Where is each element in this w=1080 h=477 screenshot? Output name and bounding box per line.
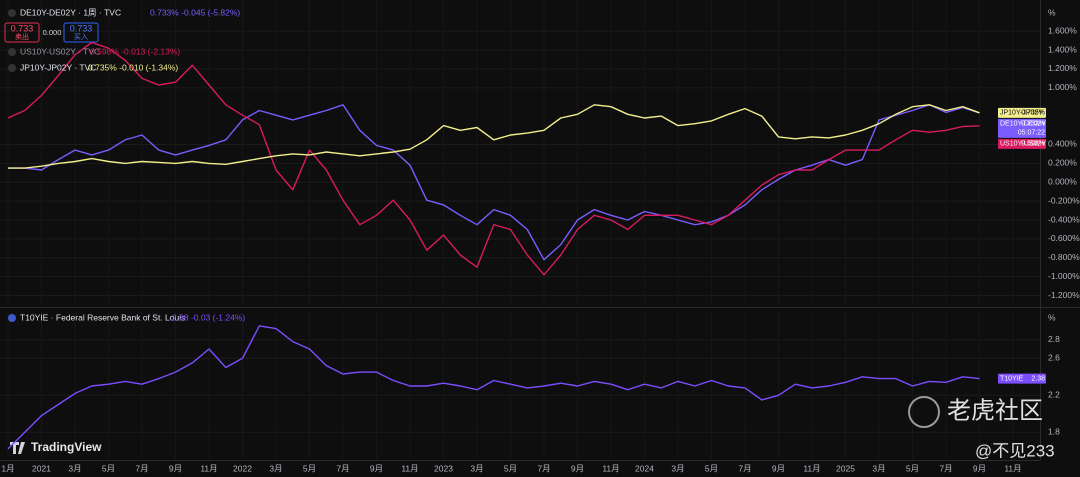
price-tag-name: T10YIE (1000, 375, 1024, 382)
price-tag-value: 0.733% (1021, 121, 1045, 128)
y-tick-label: -0.400% (1048, 214, 1080, 224)
price-tag (998, 107, 1046, 118)
unit: % (1048, 312, 1056, 322)
x-tick-label: 2022 (233, 463, 252, 473)
series-line (8, 104, 980, 261)
x-tick-label: 1月 (1, 463, 14, 473)
x-tick-label: 5月 (102, 463, 115, 473)
price-tag (998, 373, 1046, 384)
sell-label[interactable]: 卖出 (15, 32, 29, 41)
spread: 0.000 (43, 28, 62, 37)
x-tick-label: 9月 (370, 463, 383, 473)
price-tag-name: DE10Y-DE02Y (1000, 121, 1046, 128)
x-tick-label: 2025 (836, 463, 855, 473)
brand: TradingView (31, 440, 102, 454)
y-tick-label: 2.8 (1048, 334, 1060, 344)
y-tick-label: 0.200% (1048, 158, 1077, 168)
legend-label: DE10Y-DE02Y · 1周 · TVC (20, 7, 121, 17)
flag-icon (8, 314, 16, 322)
y-tick-label: -0.200% (1048, 195, 1080, 205)
x-tick-label: 2024 (635, 463, 654, 473)
series-line (8, 104, 980, 169)
x-tick-label: 11月 (803, 463, 820, 473)
buy-button[interactable] (63, 22, 99, 43)
legend-quote: 0.733% -0.045 (-5.82%) (150, 7, 240, 17)
x-tick-label: 11月 (1004, 463, 1021, 473)
legend-label: JP10Y-JP02Y · TVC (20, 62, 96, 72)
y-tick-label: -1.000% (1048, 271, 1080, 281)
legend-quote: 0.735% -0.010 (-1.34%) (88, 62, 178, 72)
y-tick-label: -0.600% (1048, 233, 1080, 243)
symbol-icon (8, 48, 16, 56)
brand-logo (10, 442, 25, 454)
legend-label: T10YIE · Federal Reserve Bank of St. Lou… (20, 312, 185, 322)
price-tag-value: 2.38 (1031, 375, 1045, 382)
series-line (7, 325, 980, 450)
x-tick-label: 2023 (434, 463, 453, 473)
y-tick-label: 1.8 (1048, 427, 1060, 437)
x-tick-label: 7月 (738, 463, 751, 473)
y-tick-label: -1.200% (1048, 290, 1080, 300)
y-tick-label: 0.400% (1048, 139, 1077, 149)
price-tag-value: 0.735% (1021, 110, 1045, 117)
legend-label: US10Y-US02Y · TVC (20, 46, 100, 56)
x-tick-label: 11月 (401, 463, 418, 473)
x-tick-label: 3月 (872, 463, 885, 473)
y-tick-label: 2.6 (1048, 353, 1060, 363)
x-tick-label: 5月 (906, 463, 919, 473)
x-tick-label: 9月 (571, 463, 584, 473)
x-tick-label: 3月 (671, 463, 684, 473)
price-tag-name: JP10Y-JP02Y (1000, 110, 1043, 117)
symbol-icon (8, 64, 16, 72)
y-tick-label: 1.200% (1048, 63, 1077, 73)
price-tag-value: 0.598% (1021, 141, 1045, 148)
legend-quote: 2.38 -0.03 (-1.24%) (172, 312, 245, 322)
x-tick-label: 5月 (705, 463, 718, 473)
x-tick-label: 7月 (939, 463, 952, 473)
watermark-logo (908, 396, 940, 428)
legend-quote: 0.598% -0.013 (-2.13%) (90, 46, 180, 56)
x-tick-label: 11月 (200, 463, 217, 473)
x-tick-label: 3月 (269, 463, 282, 473)
x-tick-label: 7月 (336, 463, 349, 473)
sell-button[interactable] (4, 22, 40, 43)
y-tick-label: 2.2 (1048, 390, 1060, 400)
y-tick-label: 0.000% (1048, 176, 1077, 186)
x-tick-label: 5月 (303, 463, 316, 473)
x-tick-label: 11月 (602, 463, 619, 473)
series-line (7, 41, 980, 276)
y-tick-label: 1.600% (1048, 25, 1077, 35)
y-tick-label: -0.800% (1048, 252, 1080, 262)
price-tag (998, 118, 1046, 138)
unit: % (1048, 7, 1056, 17)
y-tick-label: 1.000% (1048, 82, 1077, 92)
x-tick-label: 3月 (68, 463, 81, 473)
symbol-icon (8, 9, 16, 17)
watermark: 老虎社区 (947, 397, 1043, 424)
x-tick-label: 7月 (135, 463, 148, 473)
countdown: 05:07:22 (1018, 130, 1045, 137)
x-tick-label: 9月 (169, 463, 182, 473)
price-tag (998, 138, 1046, 149)
buy-price[interactable]: 0.733 (70, 23, 93, 33)
x-tick-label: 9月 (772, 463, 785, 473)
buy-label[interactable]: 买入 (74, 33, 88, 41)
x-tick-label: 9月 (973, 463, 986, 473)
x-tick-label: 5月 (504, 463, 517, 473)
x-tick-label: 3月 (470, 463, 483, 473)
author: @不见233 (975, 441, 1055, 460)
price-tag-name: US10Y-US02Y (1000, 141, 1046, 148)
sell-price[interactable]: 0.733 (11, 23, 34, 33)
x-tick-label: 7月 (537, 463, 550, 473)
y-tick-label: 1.400% (1048, 44, 1077, 54)
x-tick-label: 2021 (32, 463, 51, 473)
